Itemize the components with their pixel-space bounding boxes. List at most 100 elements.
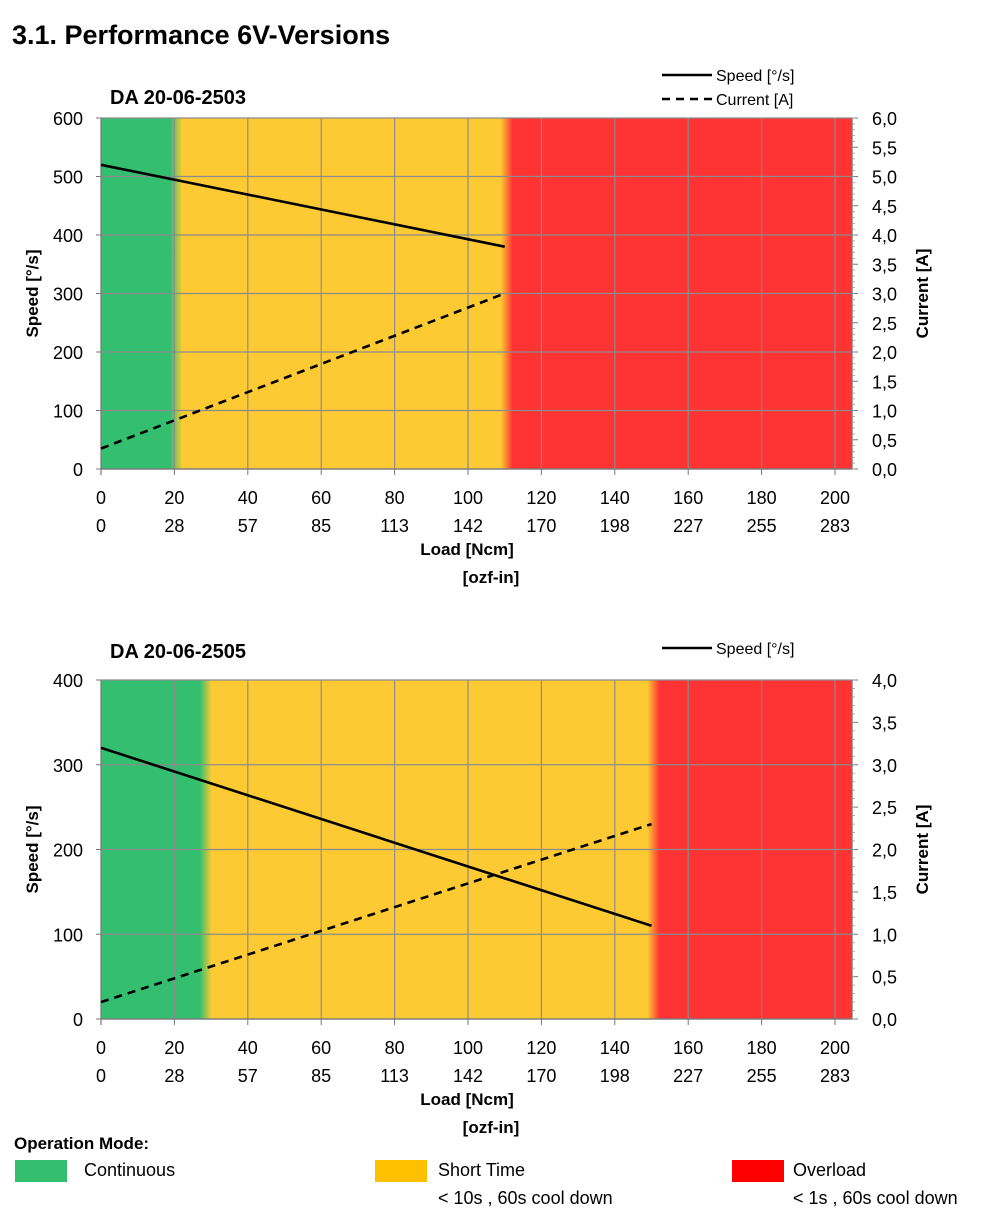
x2-axis-title: [ozf-in] <box>463 1118 520 1137</box>
current-line <box>100 822 652 1004</box>
y-tick-label: 200 <box>53 343 83 363</box>
x2-tick-label: 57 <box>238 1066 258 1086</box>
short-time-note: < 10s , 60s cool down <box>438 1188 613 1208</box>
continuous-swatch <box>15 1160 67 1182</box>
x2-tick-label: 255 <box>747 1066 777 1086</box>
y-tick-label: 500 <box>53 168 83 188</box>
x-tick-label: 60 <box>311 488 331 508</box>
x2-tick-label: 198 <box>600 1066 630 1086</box>
x-tick-label: 180 <box>747 1038 777 1058</box>
y2-tick-label: 1,0 <box>872 925 897 945</box>
y-axis-title: Speed [°/s] <box>23 249 42 337</box>
y-tick-label: 300 <box>53 285 83 305</box>
y2-tick-label: 0,5 <box>872 968 897 988</box>
x2-tick-label: 85 <box>311 516 331 536</box>
operation-mode-legend: Operation Mode: Continuous Short Time < … <box>0 1128 986 1232</box>
y2-tick-label: 2,5 <box>872 798 897 818</box>
overload-label: Overload <box>793 1160 867 1180</box>
y-tick-label: 0 <box>73 1010 83 1030</box>
y2-tick-label: 5,5 <box>872 138 897 158</box>
x-tick-label: 0 <box>96 1038 106 1058</box>
x-tick-label: 20 <box>164 1038 184 1058</box>
x2-tick-label: 170 <box>526 516 556 536</box>
y-tick-label: 600 <box>53 109 83 129</box>
overload-note: < 1s , 60s cool down <box>793 1188 958 1208</box>
y-tick-label: 300 <box>53 756 83 776</box>
x-tick-label: 80 <box>385 488 405 508</box>
y-tick-label: 0 <box>73 460 83 480</box>
continuous-label: Continuous <box>84 1160 176 1180</box>
x2-tick-label: 227 <box>673 516 703 536</box>
x-tick-label: 120 <box>526 1038 556 1058</box>
legend-label: Speed [°/s] <box>716 641 794 658</box>
chart-title: DA 20-06-2503 <box>110 87 246 109</box>
x-tick-label: 140 <box>600 488 630 508</box>
legend-label: Current [A] <box>716 92 793 109</box>
y-axis-title: Speed [°/s] <box>23 805 42 893</box>
y2-tick-label: 1,0 <box>872 402 897 422</box>
short-time-label: Short Time <box>438 1160 526 1180</box>
y2-axis-title: Current [A] <box>913 805 932 895</box>
y2-tick-label: 2,0 <box>872 343 897 363</box>
y2-axis-title: Current [A] <box>913 249 932 339</box>
x-tick-label: 140 <box>600 1038 630 1058</box>
y2-tick-label: 4,5 <box>872 197 897 217</box>
x2-tick-label: 142 <box>453 1066 483 1086</box>
x-axis-title: Load [Ncm] <box>420 540 514 559</box>
x-tick-label: 120 <box>526 488 556 508</box>
chart-title: DA 20-06-2505 <box>110 641 246 663</box>
x2-tick-label: 142 <box>453 516 483 536</box>
y2-tick-label: 1,5 <box>872 883 897 903</box>
x2-tick-label: 283 <box>820 1066 850 1086</box>
y-tick-label: 400 <box>53 671 83 691</box>
y2-tick-label: 4,0 <box>872 671 897 691</box>
y-tick-label: 100 <box>53 402 83 422</box>
x-tick-label: 60 <box>311 1038 331 1058</box>
y2-tick-label: 2,5 <box>872 314 897 334</box>
page-title: 3.1. Performance 6V-Versions <box>12 20 391 50</box>
y2-tick-label: 3,0 <box>872 756 897 776</box>
x2-tick-label: 170 <box>526 1066 556 1086</box>
x2-tick-label: 113 <box>380 516 409 536</box>
short-time-swatch <box>375 1160 427 1182</box>
y2-tick-label: 4,0 <box>872 226 897 246</box>
x2-tick-label: 227 <box>673 1066 703 1086</box>
overload-swatch <box>732 1160 784 1182</box>
x-axis-title: Load [Ncm] <box>420 1090 514 1109</box>
x2-tick-label: 28 <box>164 516 184 536</box>
x2-tick-label: 28 <box>164 1066 184 1086</box>
y2-tick-label: 3,5 <box>872 255 897 275</box>
y2-tick-label: 0,5 <box>872 431 897 451</box>
current-line <box>100 292 506 450</box>
x2-tick-label: 57 <box>238 516 258 536</box>
y-tick-label: 400 <box>53 226 83 246</box>
x-tick-label: 20 <box>164 488 184 508</box>
x-tick-label: 200 <box>820 488 850 508</box>
y2-tick-label: 3,5 <box>872 713 897 733</box>
x-tick-label: 160 <box>673 488 703 508</box>
x-tick-label: 200 <box>820 1038 850 1058</box>
x-tick-label: 100 <box>453 488 483 508</box>
x-tick-label: 0 <box>96 488 106 508</box>
y2-tick-label: 1,5 <box>872 372 897 392</box>
x2-tick-label: 113 <box>380 1066 409 1086</box>
x2-tick-label: 0 <box>96 1066 106 1086</box>
x-tick-label: 40 <box>238 488 258 508</box>
y2-tick-label: 0,0 <box>872 1010 897 1030</box>
y-tick-label: 100 <box>53 925 83 945</box>
speed-line <box>100 746 652 928</box>
speed-line <box>100 163 505 248</box>
y2-tick-label: 3,0 <box>872 285 897 305</box>
y2-tick-label: 0,0 <box>872 460 897 480</box>
y2-tick-label: 6,0 <box>872 109 897 129</box>
y-tick-label: 200 <box>53 841 83 861</box>
x-tick-label: 160 <box>673 1038 703 1058</box>
legend-label: Speed [°/s] <box>716 68 794 85</box>
x-tick-label: 80 <box>385 1038 405 1058</box>
x2-tick-label: 283 <box>820 516 850 536</box>
x2-tick-label: 0 <box>96 516 106 536</box>
chart-da-20-06-2503: 01002003004005006000,00,51,01,52,02,53,0… <box>23 68 932 587</box>
x2-tick-label: 85 <box>311 1066 331 1086</box>
y2-tick-label: 2,0 <box>872 841 897 861</box>
x2-tick-label: 255 <box>747 516 777 536</box>
